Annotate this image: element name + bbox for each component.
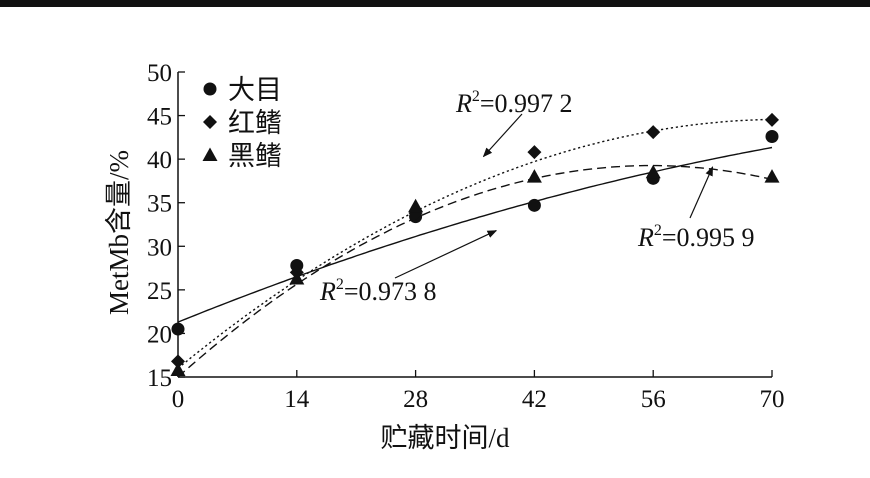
annotation-arrow	[689, 166, 714, 219]
data-point	[646, 125, 661, 140]
annotation-arrow	[482, 113, 523, 158]
data-point	[408, 198, 424, 213]
data-point	[765, 112, 779, 127]
y-tick-label: 20	[147, 321, 172, 348]
data-point	[765, 129, 779, 143]
y-tick-label: 50	[147, 60, 172, 87]
data-point	[171, 354, 185, 369]
fit-line-series-1	[177, 118, 773, 369]
r2-annotation: R2=0.995 9	[637, 166, 755, 252]
x-tick-label: 14	[284, 386, 310, 413]
x-tick-label: 0	[172, 386, 185, 413]
r2-label: R2=0.973 8	[319, 276, 437, 306]
y-tick-label: 15	[147, 365, 172, 392]
x-tick-label: 28	[403, 386, 428, 413]
legend-label: 红鳍	[228, 108, 282, 138]
data-point	[527, 198, 541, 212]
y-tick-label: 30	[147, 234, 172, 261]
data-point	[289, 271, 305, 285]
r2-label: R2=0.995 9	[637, 222, 755, 252]
x-tick-label: 56	[641, 386, 666, 413]
y-axis-title: MetMb含量/%	[104, 150, 134, 315]
legend-marker	[203, 82, 217, 96]
top-rule	[0, 0, 870, 7]
legend-marker	[202, 147, 218, 161]
data-point	[170, 362, 186, 377]
r2-annotation: R2=0.973 8	[319, 230, 498, 306]
data-point	[764, 169, 780, 183]
r2-annotation: R2=0.997 2	[455, 88, 573, 158]
x-tick-label: 42	[522, 386, 547, 413]
legend-marker	[203, 115, 217, 129]
annotation-arrow	[394, 230, 498, 279]
y-tick-label: 25	[147, 278, 172, 305]
data-point	[171, 322, 185, 336]
y-tick-label: 40	[147, 147, 172, 174]
x-axis-title: 贮藏时间/d	[380, 423, 510, 453]
series-2-points	[170, 164, 780, 377]
r2-label: R2=0.997 2	[455, 88, 573, 118]
data-point	[645, 164, 661, 179]
fit-line-series-0	[177, 146, 773, 323]
legend-label: 大目	[228, 75, 282, 105]
data-point	[527, 145, 542, 160]
y-tick-label: 35	[147, 191, 172, 218]
x-tick-label: 70	[760, 386, 785, 413]
fit-line-series-2	[177, 164, 773, 378]
legend-label: 黑鳍	[228, 141, 282, 171]
data-point	[526, 169, 542, 183]
y-tick-label: 45	[147, 104, 172, 131]
